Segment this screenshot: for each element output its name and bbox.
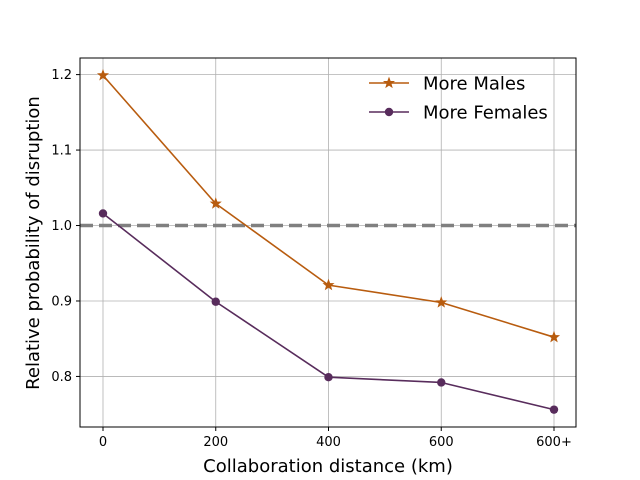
data-point	[547, 330, 561, 343]
data-point	[437, 378, 446, 387]
series	[98, 209, 559, 414]
y-tick-label: 1.0	[51, 219, 72, 234]
series	[96, 69, 561, 343]
legend-marker	[384, 107, 394, 117]
data-point	[98, 209, 108, 218]
legend-label: More Females	[423, 103, 548, 124]
legend-marker	[382, 76, 396, 89]
data-point	[322, 278, 335, 291]
x-tick-label: 600	[429, 435, 454, 450]
x-ticks: 0 200 400 600 600+	[99, 427, 572, 450]
y-tick-label: 1.2	[51, 68, 72, 83]
legend-item: More Males	[369, 74, 525, 95]
y-tick-label: 0.9	[51, 294, 72, 309]
series-group	[96, 69, 561, 414]
data-point	[211, 297, 220, 306]
legend-item: More Females	[369, 103, 548, 124]
x-tick-label: 200	[203, 435, 228, 450]
y-tick-label: 0.8	[51, 370, 72, 385]
data-point	[324, 372, 333, 382]
data-point	[96, 69, 110, 81]
y-axis-label: Relative probability of disruption	[23, 96, 44, 390]
legend: More Males More Females	[369, 74, 548, 124]
x-axis-label: Collaboration distance (km)	[203, 456, 453, 477]
x-tick-label: 600+	[536, 435, 572, 450]
data-point	[435, 296, 448, 308]
legend-label: More Males	[423, 74, 525, 95]
x-tick-label: 400	[316, 435, 341, 450]
y-tick-label: 1.1	[51, 144, 72, 159]
data-point	[549, 405, 559, 414]
data-point	[209, 197, 222, 209]
y-ticks: 0.8 0.9 1.0 1.1 1.2	[51, 68, 80, 385]
x-tick-label: 0	[99, 435, 107, 450]
